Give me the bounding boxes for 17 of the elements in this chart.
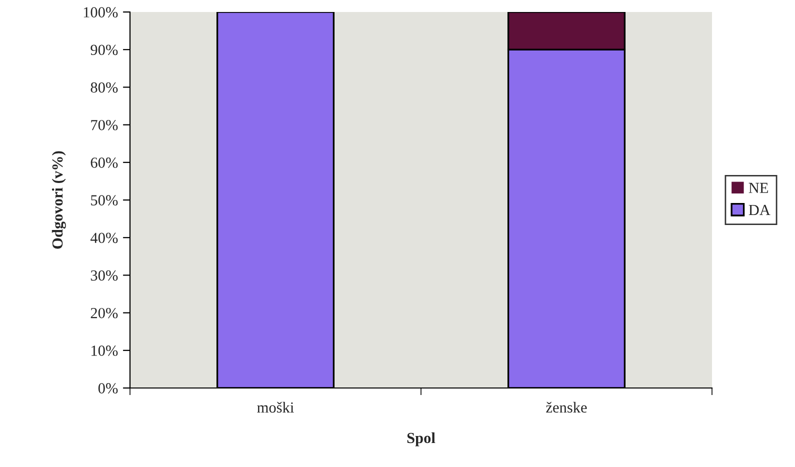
- legend-label: NE: [748, 182, 768, 193]
- y-tick-label: 90%: [90, 44, 118, 56]
- y-tick-label: 80%: [90, 82, 118, 93]
- y-tick-label: 20%: [90, 308, 118, 318]
- y-tick-label: 0%: [98, 383, 118, 394]
- y-tick-label: 50%: [91, 195, 118, 206]
- y-tick-label: 60%: [90, 158, 118, 168]
- y-tick-label: 30%: [90, 270, 118, 281]
- y-tick-label: 70%: [91, 120, 118, 130]
- x-tick-label: moški: [257, 402, 294, 413]
- y-tick-label: 10%: [92, 346, 118, 356]
- x-tick-label: ženske: [546, 402, 587, 413]
- y-axis-title: Odgovori (v%): [52, 151, 66, 249]
- y-tick-label: 100%: [84, 7, 118, 18]
- y-tick-label: 40%: [90, 232, 118, 244]
- x-axis-title: Spol: [407, 432, 436, 446]
- legend-label: DA: [748, 204, 770, 216]
